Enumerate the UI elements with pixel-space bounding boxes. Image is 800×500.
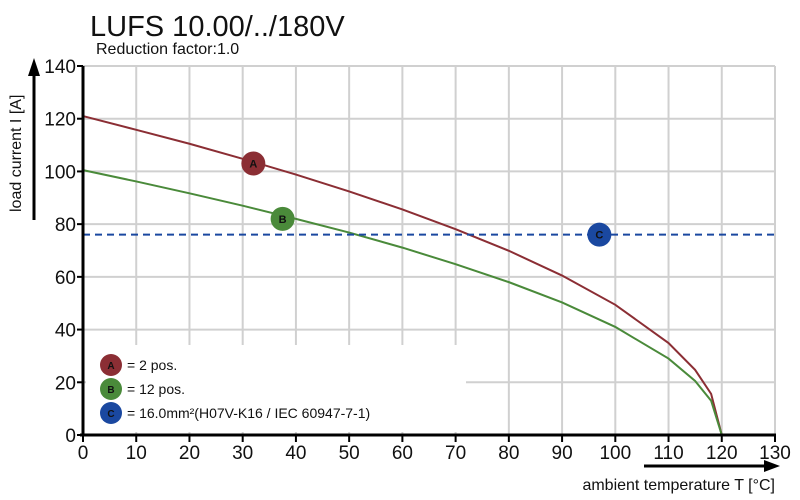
x-tick-label: 20 (179, 443, 200, 464)
legend-marker-a (100, 354, 122, 376)
y-axis-arrow-icon (28, 58, 40, 76)
x-tick-label: 100 (599, 443, 631, 464)
x-tick-label: 90 (552, 443, 573, 464)
series-marker-b (270, 206, 295, 231)
chart-subtitle: Reduction factor:1.0 (96, 41, 239, 58)
series-line-a (82, 115, 723, 436)
chart-title: LUFS 10.00/../180V (90, 11, 345, 43)
y-tick-label: 140 (44, 57, 76, 78)
x-tick-label: 40 (285, 443, 306, 464)
x-tick-label: 110 (653, 443, 683, 464)
y-tick-label: 20 (55, 373, 76, 394)
legend-marker-letter: A (107, 361, 114, 372)
legend-entry-a: = 2 pos. (127, 357, 177, 373)
legend-background (86, 345, 466, 432)
y-tick-label: 40 (55, 321, 76, 342)
x-axis-arrow-icon (764, 460, 780, 472)
series-marker-c (587, 222, 612, 247)
y-tick-label: 0 (65, 426, 76, 447)
series-marker-letter: B (279, 214, 287, 226)
y-tick-label: 80 (55, 215, 76, 236)
x-axis-label: ambient temperature T [°C] (582, 477, 775, 494)
legend-marker-letter: C (107, 409, 114, 420)
x-tick-label: 120 (706, 443, 738, 464)
legend-marker-b (100, 378, 122, 400)
y-tick-label: 60 (55, 268, 76, 289)
legend-marker-letter: B (107, 385, 114, 396)
x-tick-label: 0 (78, 443, 89, 464)
legend-entry-c: = 16.0mm²(H07V-K16 / IEC 60947-7-1) (127, 405, 370, 421)
y-tick-label: 100 (44, 162, 76, 183)
x-tick-label: 50 (339, 443, 360, 464)
x-tick-label: 80 (498, 443, 519, 464)
x-tick-label: 130 (759, 443, 791, 464)
x-tick-label: 30 (232, 443, 253, 464)
x-tick-label: 70 (445, 443, 466, 464)
series-marker-a (241, 151, 266, 176)
legend-marker-c (100, 402, 122, 424)
series-marker-letter: C (595, 230, 603, 242)
series-marker-letter: A (249, 159, 257, 171)
series-line-b (82, 169, 723, 436)
legend-entry-b: = 12 pos. (127, 381, 185, 397)
y-tick-label: 120 (44, 110, 76, 131)
x-tick-label: 10 (126, 443, 147, 464)
x-tick-label: 60 (392, 443, 413, 464)
y-axis-label: load current I [A] (8, 95, 25, 212)
